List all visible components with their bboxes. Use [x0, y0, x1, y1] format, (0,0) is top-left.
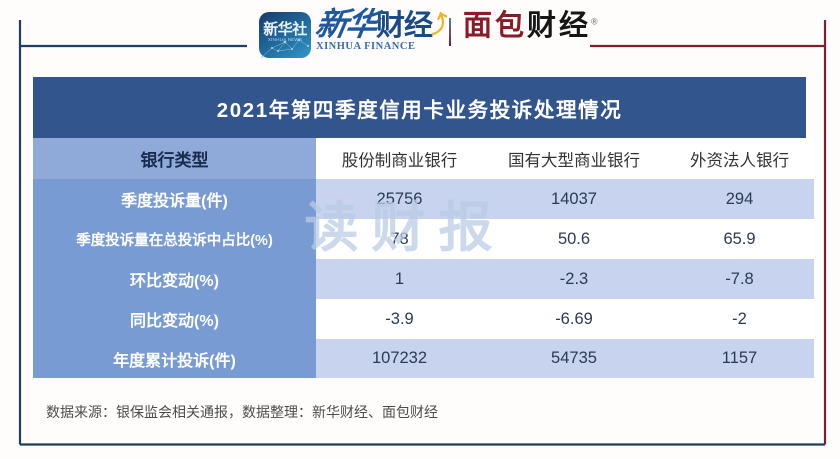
svg-text:新华社: 新华社	[263, 20, 307, 38]
